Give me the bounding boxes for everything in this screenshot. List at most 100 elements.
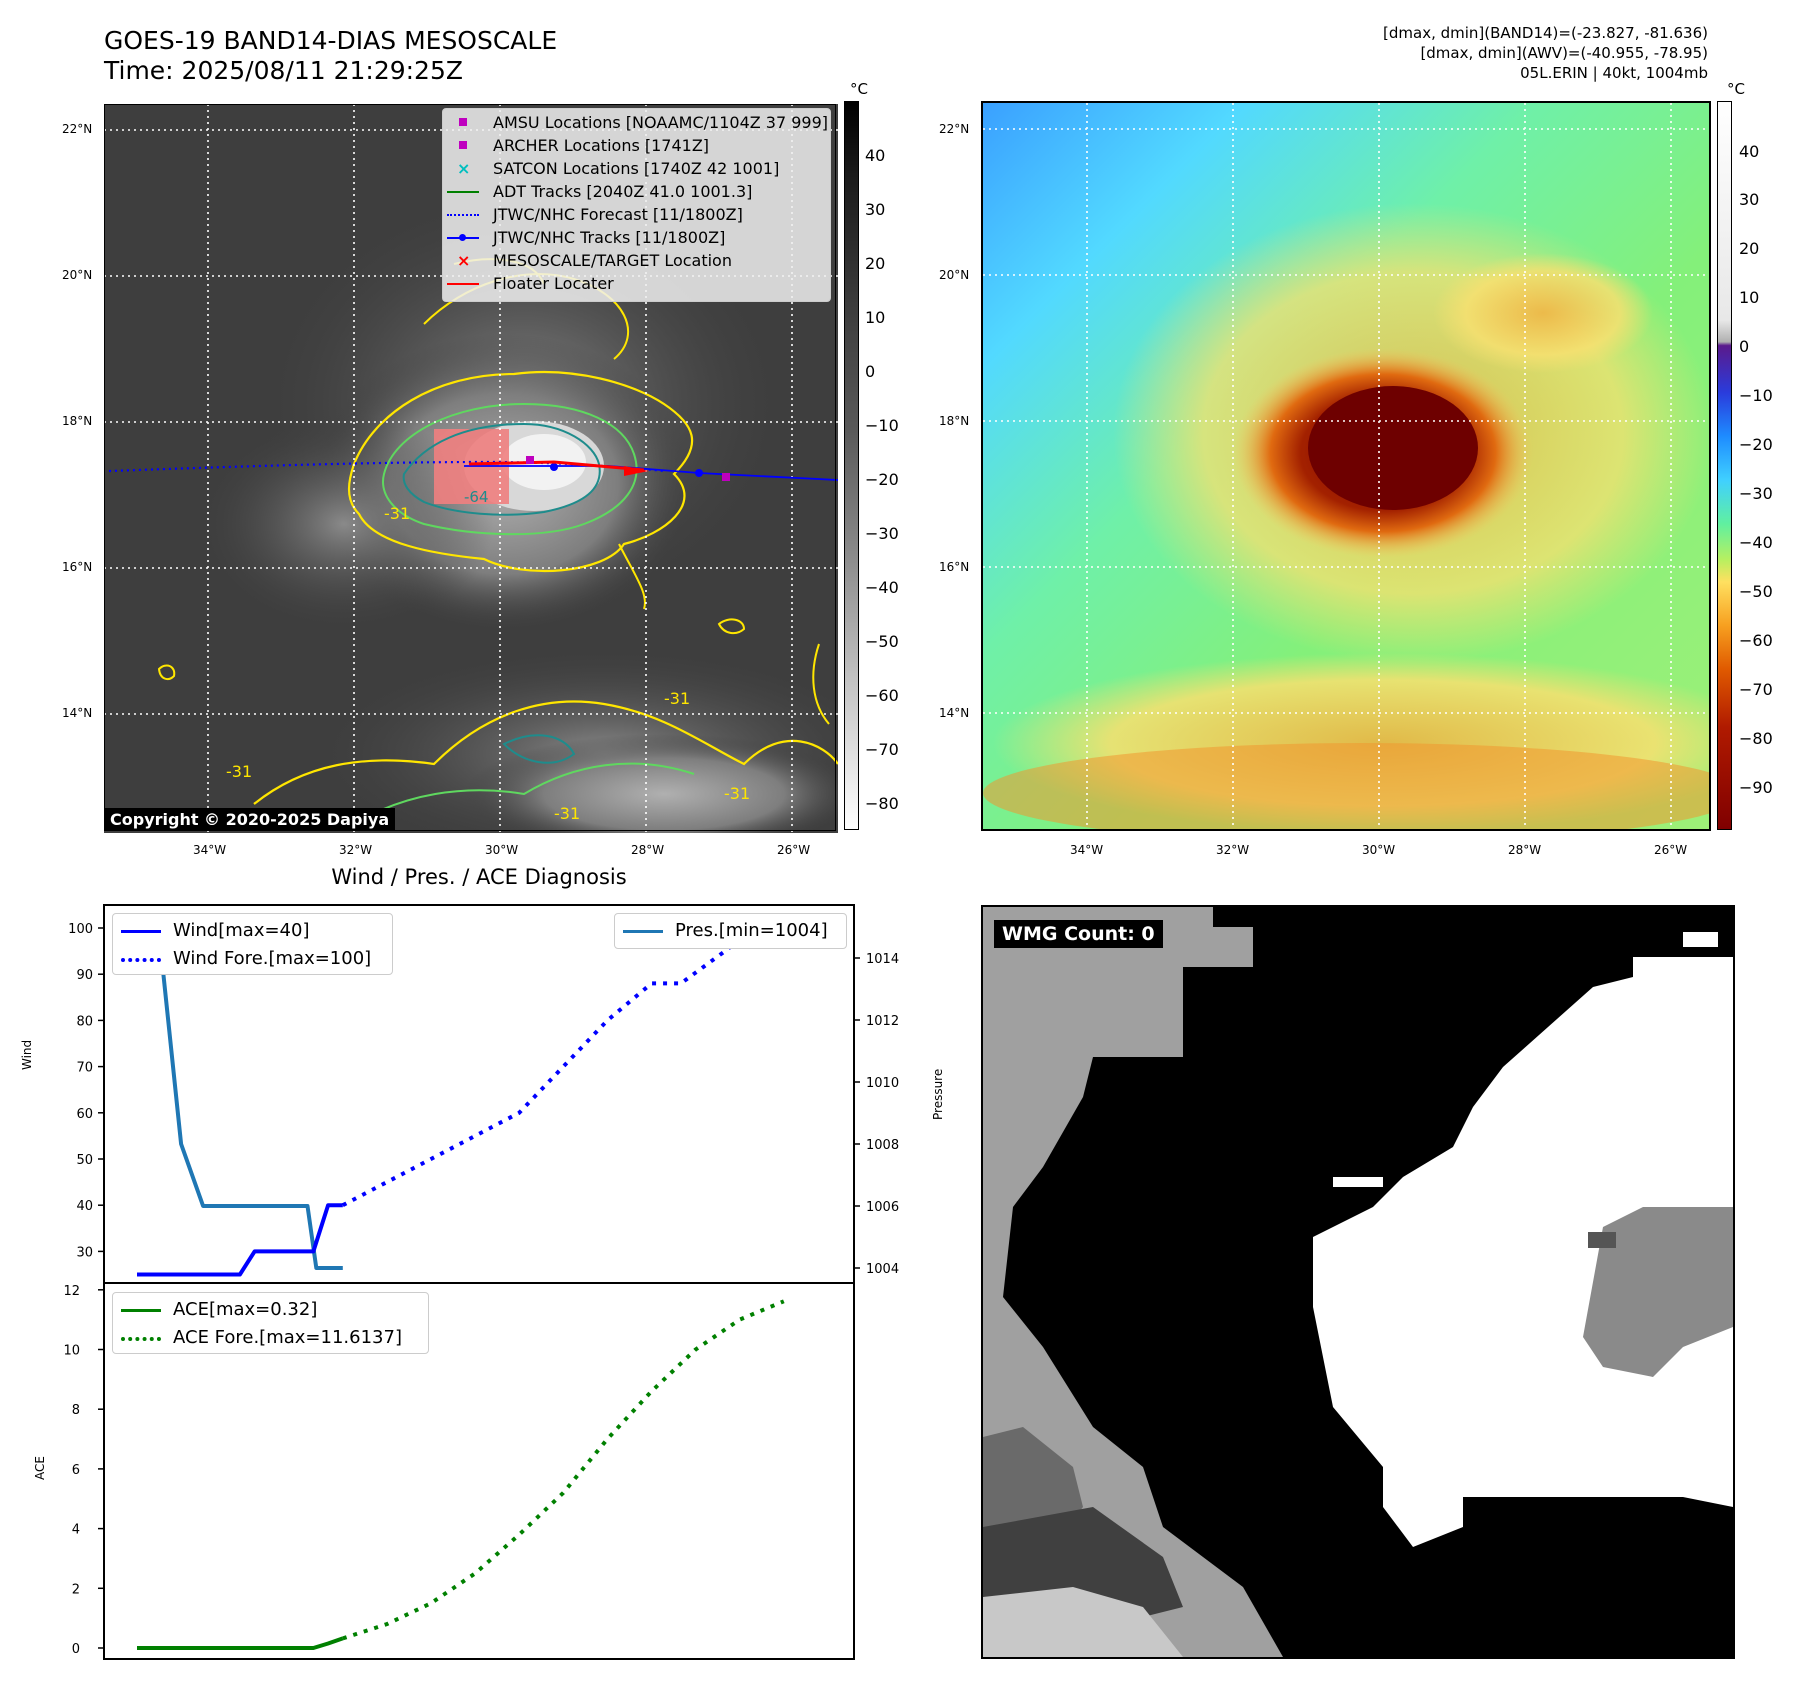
- ace-tick-label: 0: [72, 1642, 80, 1657]
- ace-ticks: 12 10 8 6 4 2 0: [63, 1284, 104, 1657]
- square-marker-icon: [459, 118, 467, 126]
- band14-range-info: [dmax, dmin](BAND14)=(-23.827, -81.636): [1383, 24, 1708, 42]
- legend-adt: ADT Tracks [2040Z 41.0 1001.3]: [443, 180, 830, 203]
- ace-tick-label: 10: [63, 1344, 80, 1359]
- copyright-label: Copyright © 2020-2025 Dapiya: [104, 808, 396, 831]
- colorbar-tick: −30: [1739, 484, 1773, 503]
- wmg-panel: WMG Count: 0: [981, 905, 1735, 1659]
- colorbar-tick: −70: [1739, 680, 1773, 699]
- legend-archer: ARCHER Locations [1741Z]: [443, 134, 830, 157]
- wind-ticks: 100 90 80 70 60 50 40 30: [68, 922, 104, 1260]
- pressure-tick-label: 1014: [866, 952, 899, 967]
- series-layer: [137, 925, 785, 1650]
- pressure-legend: Pres.[min=1004]: [614, 913, 847, 949]
- contour-label: -31: [724, 784, 751, 803]
- colorbar-tick: −80: [865, 794, 899, 813]
- pressure-tick-label: 1004: [866, 1262, 899, 1277]
- legend-forecast: JTWC/NHC Forecast [11/1800Z]: [443, 203, 830, 226]
- colorbar-tick: 30: [865, 200, 886, 219]
- lon-tick: 34°W: [193, 843, 227, 857]
- legend-ace: ACE[max=0.32]: [113, 1298, 428, 1321]
- lon-tick: 28°W: [631, 843, 665, 857]
- legend-pressure: Pres.[min=1004]: [615, 919, 846, 942]
- lon-tick: 26°W: [1654, 843, 1688, 857]
- contour-label: -31: [664, 689, 691, 708]
- lon-tick: 32°W: [339, 843, 373, 857]
- colorbar-tick: −10: [1739, 386, 1773, 405]
- colorbar-tick: −20: [1739, 435, 1773, 454]
- product-time: Time: 2025/08/11 21:29:25Z: [104, 56, 463, 85]
- colorbar-tick: −40: [865, 578, 899, 597]
- contour-label: -31: [384, 504, 411, 523]
- lon-tick: 30°W: [1362, 843, 1396, 857]
- ace-tick-label: 12: [63, 1284, 80, 1299]
- colorbar-tick: −50: [865, 632, 899, 651]
- lon-tick: 32°W: [1216, 843, 1250, 857]
- wind-tick-label: 90: [76, 968, 93, 983]
- ace-tick-label: 6: [72, 1463, 80, 1478]
- wind-tick-label: 80: [76, 1014, 93, 1029]
- dotted-line-icon: [121, 1337, 161, 1341]
- contour-label: -31: [554, 804, 581, 823]
- colorbar-tick: 40: [865, 146, 886, 165]
- legend-satcon: × SATCON Locations [1740Z 42 1001]: [457, 159, 780, 178]
- lat-tick: 18°N: [62, 414, 93, 428]
- colorbar-tick: −40: [1739, 533, 1773, 552]
- lat-tick: 22°N: [939, 122, 970, 136]
- colorbar-unit: °C: [850, 80, 868, 98]
- ir-legend: AMSU Locations [NOAAMC/1104Z 37 999] ARC…: [442, 108, 831, 302]
- colorbar-tick: −90: [1739, 778, 1773, 797]
- dotted-line-icon: [121, 958, 161, 962]
- ace-forecast-series-line: [342, 1299, 785, 1641]
- pressure-tick-label: 1010: [866, 1076, 899, 1091]
- line-marker-icon: [447, 191, 479, 193]
- wind-tick-label: 100: [68, 922, 93, 937]
- colorbar-tick: 0: [1739, 337, 1750, 356]
- legend-floater: Floater Locater: [443, 272, 830, 295]
- ace-tick-label: 4: [72, 1523, 80, 1538]
- awv-range-info: [dmax, dmin](AWV)=(-40.955, -78.95): [1420, 44, 1708, 62]
- lon-tick: 26°W: [777, 843, 811, 857]
- ir-map-panel: -31 -31 -31 -31 -31 -64 AMSU Locations […: [104, 104, 838, 833]
- line-marker-icon: [121, 1309, 161, 1312]
- colorbar-unit: °C: [1727, 80, 1745, 98]
- lat-tick: 22°N: [62, 122, 93, 136]
- wind-forecast-series-line: [341, 926, 756, 1207]
- colorbar-tick: −70: [865, 740, 899, 759]
- line-marker-icon: [447, 283, 479, 285]
- lat-tick: 18°N: [939, 414, 970, 428]
- ace-tick-label: 8: [72, 1403, 80, 1418]
- lon-tick: 34°W: [1070, 843, 1104, 857]
- line-marker-icon: [623, 930, 663, 933]
- wind-legend: Wind[max=40] Wind Fore.[max=100]: [112, 913, 393, 975]
- colorbar-tick: −60: [1739, 631, 1773, 650]
- lon-tick: 30°W: [485, 843, 519, 857]
- lon-tick: 28°W: [1508, 843, 1542, 857]
- lat-tick: 20°N: [62, 268, 93, 282]
- colorbar-tick: 10: [865, 308, 886, 327]
- ace-tick-label: 2: [72, 1582, 80, 1597]
- wind-tick-label: 30: [76, 1245, 93, 1260]
- legend-target: × MESOSCALE/TARGET Location: [457, 251, 732, 270]
- legend-ace-forecast: ACE Fore.[max=11.6137]: [113, 1326, 428, 1349]
- lat-tick: 14°N: [939, 706, 970, 720]
- colorbar-tick: 40: [1739, 142, 1760, 161]
- lat-tick: 20°N: [939, 268, 970, 282]
- diagnosis-title: Wind / Pres. / ACE Diagnosis: [331, 865, 627, 889]
- ir-map-frame: [104, 104, 836, 831]
- dotted-line-icon: [447, 214, 479, 216]
- colorbar-tick: −60: [865, 686, 899, 705]
- ace-legend: ACE[max=0.32] ACE Fore.[max=11.6137]: [112, 1292, 429, 1354]
- lat-tick: 16°N: [939, 560, 970, 574]
- pressure-ticks: 1014 1012 1010 1008 1006 1004: [854, 952, 899, 1277]
- colorbar-tick: −30: [865, 524, 899, 543]
- product-title: GOES-19 BAND14-DIAS MESOSCALE: [104, 26, 558, 55]
- wv-map-image: [983, 103, 1709, 829]
- legend-wind: Wind[max=40]: [113, 919, 392, 942]
- legend-amsu: AMSU Locations [NOAAMC/1104Z 37 999]: [443, 111, 830, 134]
- wind-series-line: [137, 1203, 343, 1277]
- colorbar-tick: −20: [865, 470, 899, 489]
- colorbar-tick: −80: [1739, 729, 1773, 748]
- wind-tick-label: 40: [76, 1199, 93, 1214]
- colorbar-tick: 10: [1739, 288, 1760, 307]
